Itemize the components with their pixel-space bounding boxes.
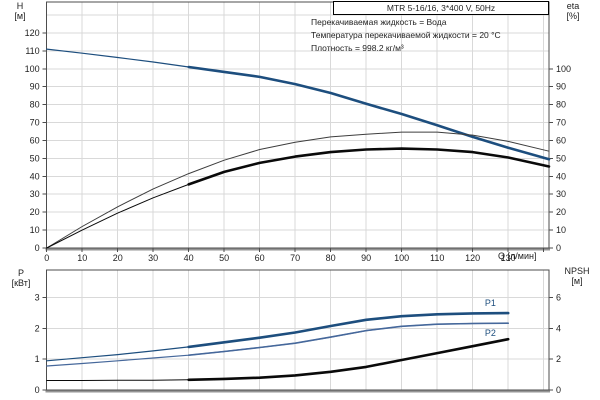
y-right-tick-label: 100 [556,64,571,74]
x-tick-label: 50 [219,253,229,263]
y-right-tick-label: 30 [556,189,566,199]
q-axis-label: Q [л/мин] [498,251,537,261]
curve-H [187,65,551,161]
h-axis-unit: [м] [14,11,26,21]
y-left-tick-label: 50 [30,153,40,163]
y-right-tick-label: 50 [556,153,566,163]
y-left-tick-label: 30 [30,189,40,199]
x-tick-label: 90 [361,253,371,263]
curve-P1 [187,311,510,349]
x-tick-label: 80 [326,253,336,263]
y-right-tick-label: 0 [556,385,561,395]
npsh-axis-title: NPSH [м] [556,266,598,286]
x-tick-label: 110 [430,253,444,263]
plot-box [46,1,550,249]
y-right-tick-label: 80 [556,100,566,110]
x-tick-label: 0 [44,253,49,263]
curve-eta-pump-thin [46,131,550,249]
y-right-tick-label: 40 [556,171,566,181]
y-left-tick-label: 3 [35,293,40,303]
x-tick-label: 100 [394,253,409,263]
x-tick-label: 10 [77,253,87,263]
x-tick-label: 70 [290,253,300,263]
eta-axis-title: eta [%] [557,1,589,21]
y-right-tick-label: 90 [556,82,566,92]
plot-box [46,269,550,391]
h-axis-title: H [м] [6,1,34,21]
annotation-P1: P1 [485,298,496,308]
curve-eta-pump-motor-thin [46,148,550,249]
y-left-tick-label: 110 [25,46,39,56]
curve-eta-pump-motor [187,147,551,186]
y-right-tick-label: 70 [556,118,566,128]
curve-NPSH [187,337,510,382]
y-left-tick-label: 0 [35,385,40,395]
y-left-tick-label: 70 [30,118,40,128]
y-left-tick-label: 120 [25,28,40,38]
x-tick-label: 40 [184,253,194,263]
chart-title-box: MTR 5-16/16, 3*400 V, 50Hz [333,1,549,15]
y-right-tick-label: 4 [556,323,561,333]
y-left-tick-label: 80 [30,100,40,110]
x-tick-label: 30 [148,253,158,263]
y-right-tick-label: 2 [556,354,561,364]
y-left-tick-label: 10 [30,225,40,235]
y-right-tick-label: 10 [556,225,566,235]
info-line-temperature: Температура перекачиваемой жидкости = 20… [311,30,501,40]
annotation-P2: P2 [485,328,496,338]
npsh-axis-label: NPSH [564,266,590,276]
y-left-tick-label: 40 [30,171,40,181]
y-left-tick-label: 2 [35,323,40,333]
eta-axis-label: eta [566,1,580,11]
p-axis-label: P [17,268,24,278]
x-tick-label: 130 [501,253,516,263]
p-axis-title: P [кВт] [4,268,38,288]
eta-axis-unit: [%] [566,11,580,21]
y-left-tick-label: 20 [30,207,40,217]
info-line-density: Плотность = 998.2 кг/м³ [311,43,404,53]
y-right-tick-label: 0 [556,243,561,253]
y-left-tick-label: 100 [25,64,40,74]
p-axis-unit: [кВт] [11,278,31,288]
h-axis-label: H [16,1,24,11]
x-tick-label: 60 [255,253,265,263]
x-tick-label: 120 [465,253,480,263]
y-left-tick-label: 0 [35,243,40,253]
y-right-tick-label: 6 [556,293,561,303]
info-line-liquid: Перекачиваемая жидкость = Вода [311,17,447,27]
x-tick-label: 20 [113,253,123,263]
y-left-tick-label: 60 [30,135,40,145]
y-left-tick-label: 90 [30,82,40,92]
y-right-tick-label: 60 [556,135,566,145]
y-left-tick-label: 1 [35,354,40,364]
curve-P2 [187,322,510,357]
y-right-tick-label: 20 [556,207,566,217]
liquid-info-block: Перекачиваемая жидкость = Вода Температу… [311,16,501,55]
npsh-axis-unit: [м] [571,276,583,286]
